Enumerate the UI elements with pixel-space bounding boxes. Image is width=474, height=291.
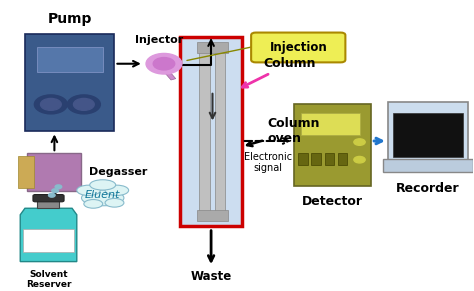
FancyBboxPatch shape (338, 153, 347, 165)
Text: Pump: Pump (47, 12, 92, 26)
FancyBboxPatch shape (392, 113, 463, 157)
FancyBboxPatch shape (215, 50, 225, 213)
Circle shape (35, 95, 67, 114)
FancyBboxPatch shape (199, 50, 210, 213)
FancyBboxPatch shape (388, 102, 468, 161)
Circle shape (40, 98, 61, 110)
Polygon shape (164, 70, 176, 80)
Circle shape (52, 189, 58, 193)
FancyBboxPatch shape (27, 153, 82, 191)
FancyBboxPatch shape (197, 42, 228, 53)
Circle shape (55, 185, 62, 189)
FancyBboxPatch shape (18, 156, 35, 188)
FancyBboxPatch shape (197, 210, 228, 221)
FancyBboxPatch shape (37, 200, 59, 208)
Ellipse shape (82, 190, 124, 206)
Text: Eluent: Eluent (85, 190, 120, 200)
Circle shape (153, 58, 175, 70)
Circle shape (73, 98, 94, 110)
Polygon shape (20, 208, 77, 262)
Text: Column: Column (242, 57, 315, 87)
FancyBboxPatch shape (301, 113, 359, 135)
Circle shape (67, 95, 100, 114)
Ellipse shape (77, 185, 100, 196)
Text: Injector: Injector (135, 35, 183, 45)
Circle shape (48, 193, 55, 197)
FancyBboxPatch shape (383, 159, 473, 172)
Text: Electronic
signal: Electronic signal (244, 152, 292, 173)
Ellipse shape (84, 200, 103, 208)
Ellipse shape (105, 185, 128, 196)
FancyBboxPatch shape (33, 195, 64, 202)
FancyBboxPatch shape (298, 153, 308, 165)
FancyBboxPatch shape (311, 153, 321, 165)
FancyBboxPatch shape (36, 47, 103, 72)
Circle shape (354, 157, 365, 163)
FancyBboxPatch shape (325, 153, 334, 165)
Text: Column
oven: Column oven (247, 118, 320, 146)
Text: Waste: Waste (191, 270, 232, 283)
Ellipse shape (90, 180, 116, 190)
Circle shape (354, 139, 365, 145)
Text: Recorder: Recorder (396, 182, 460, 195)
Text: Solvent
Reserver: Solvent Reserver (26, 270, 71, 289)
Text: Detector: Detector (302, 195, 363, 208)
Text: Degasser: Degasser (89, 167, 147, 177)
Text: Injection: Injection (269, 41, 327, 54)
FancyBboxPatch shape (25, 34, 115, 132)
FancyBboxPatch shape (23, 229, 74, 252)
Circle shape (146, 54, 182, 74)
FancyBboxPatch shape (181, 37, 242, 226)
FancyBboxPatch shape (293, 104, 371, 186)
FancyBboxPatch shape (251, 33, 346, 62)
Ellipse shape (105, 198, 124, 207)
